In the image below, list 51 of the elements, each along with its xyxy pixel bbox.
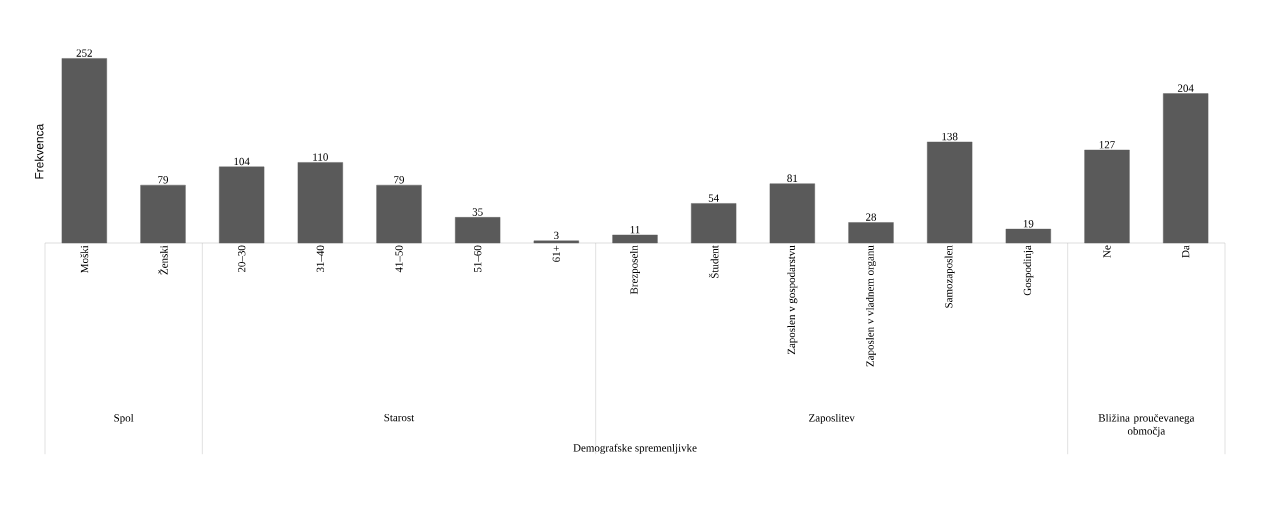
bar bbox=[691, 203, 737, 244]
x-tick-label: Brezposeln bbox=[630, 245, 640, 295]
bar bbox=[297, 162, 343, 244]
data-label: 11 bbox=[630, 226, 640, 234]
x-tick-label: 41–50 bbox=[395, 245, 403, 273]
data-label: 127 bbox=[1099, 141, 1115, 149]
data-label: 35 bbox=[472, 208, 483, 216]
text: Starost bbox=[384, 413, 415, 422]
bar bbox=[61, 58, 107, 244]
x-tick-label: Da bbox=[1182, 245, 1190, 258]
x-tick-label: Samozaposlen bbox=[944, 245, 955, 308]
text: Zaposlitev bbox=[809, 413, 855, 424]
data-label: 204 bbox=[1177, 84, 1194, 92]
data-label: 138 bbox=[942, 132, 958, 141]
bar bbox=[769, 183, 815, 244]
text: Bližina proučevanega območja bbox=[1098, 413, 1195, 437]
bar bbox=[1005, 228, 1051, 244]
data-label: 79 bbox=[394, 176, 405, 184]
bar bbox=[612, 234, 658, 244]
bar bbox=[927, 141, 973, 244]
data-label: 19 bbox=[1023, 220, 1034, 228]
bar bbox=[376, 184, 422, 244]
bar bbox=[219, 166, 265, 244]
data-label: 54 bbox=[708, 194, 719, 202]
data-label: 79 bbox=[158, 176, 169, 184]
data-label: 252 bbox=[76, 49, 92, 57]
text: Demografske spremenljivke bbox=[573, 443, 697, 454]
bar bbox=[533, 240, 579, 244]
data-label: 110 bbox=[313, 153, 328, 161]
x-tick-label: 51–60 bbox=[473, 245, 482, 272]
x-tick-label: 20–30 bbox=[237, 245, 246, 273]
bar bbox=[848, 222, 894, 244]
x-tick-label: Študent bbox=[708, 245, 719, 278]
bar bbox=[140, 184, 186, 244]
bar bbox=[1084, 149, 1130, 244]
data-label: 28 bbox=[866, 213, 877, 221]
y-axis-title: Frekvenca bbox=[34, 123, 44, 179]
text: Spol bbox=[114, 413, 134, 424]
x-tick-label: Ne bbox=[1103, 245, 1111, 258]
x-tick-label: Zaposlen v gospodarstvu bbox=[787, 245, 798, 355]
data-label: 104 bbox=[234, 157, 250, 166]
bar bbox=[1163, 93, 1209, 244]
x-tick-label: Ženski bbox=[158, 245, 168, 275]
x-tick-label: 31–40 bbox=[316, 245, 325, 273]
x-tick-label: 61+ bbox=[552, 245, 561, 262]
x-tick-label: Gospodinja bbox=[1023, 245, 1034, 296]
x-tick-label: Moški bbox=[80, 245, 89, 273]
x-tick-label: Zaposlen v vladnem organu bbox=[866, 245, 876, 367]
bar bbox=[455, 217, 501, 244]
data-label: 3 bbox=[554, 231, 559, 240]
data-label: 81 bbox=[787, 174, 798, 182]
